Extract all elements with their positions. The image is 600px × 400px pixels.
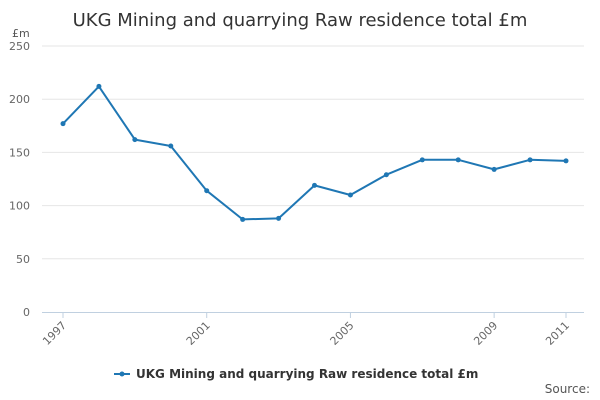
- data-point-2010[interactable]: [527, 157, 533, 163]
- y-tick-label: 100: [9, 200, 30, 213]
- data-point-1998[interactable]: [96, 83, 102, 89]
- data-point-2005[interactable]: [347, 192, 353, 198]
- data-point-2007[interactable]: [419, 157, 425, 163]
- y-axis-ticks: 0 50 100 150 200 250: [9, 40, 30, 319]
- legend[interactable]: UKG Mining and quarrying Raw residence t…: [114, 367, 478, 381]
- y-tick-label: 50: [16, 253, 30, 266]
- series-layer: [60, 83, 569, 222]
- y-tick-label: 250: [9, 40, 30, 53]
- data-point-2003[interactable]: [276, 215, 282, 221]
- data-point-2006[interactable]: [383, 172, 389, 178]
- data-point-2002[interactable]: [240, 216, 246, 222]
- data-point-2001[interactable]: [204, 188, 210, 194]
- x-tick-label: 1997: [40, 319, 69, 348]
- y-tick-label: 0: [23, 306, 30, 319]
- gridlines: [42, 45, 584, 260]
- chart-title: UKG Mining and quarrying Raw residence t…: [73, 10, 528, 31]
- data-point-1999[interactable]: [132, 137, 138, 143]
- x-tick-label: 2001: [184, 319, 213, 348]
- y-tick-label: 200: [9, 93, 30, 106]
- legend-marker-swatch: [119, 371, 125, 377]
- data-point-2008[interactable]: [455, 157, 461, 163]
- x-axis: 1997 2001 2005 2009 2011: [40, 312, 584, 348]
- data-point-1997[interactable]: [60, 121, 66, 127]
- data-point-2000[interactable]: [168, 143, 174, 149]
- y-tick-label: 150: [9, 146, 30, 159]
- data-point-2009[interactable]: [491, 166, 497, 172]
- source-label[interactable]: Source:: [545, 382, 590, 396]
- y-axis-unit-label: £m: [12, 27, 30, 40]
- x-tick-label: 2011: [543, 319, 572, 348]
- x-tick-label: 2009: [471, 319, 500, 348]
- data-point-2011[interactable]: [563, 158, 569, 164]
- x-tick-label: 2005: [328, 319, 357, 348]
- data-point-2004[interactable]: [312, 182, 317, 188]
- legend-label: UKG Mining and quarrying Raw residence t…: [136, 367, 478, 381]
